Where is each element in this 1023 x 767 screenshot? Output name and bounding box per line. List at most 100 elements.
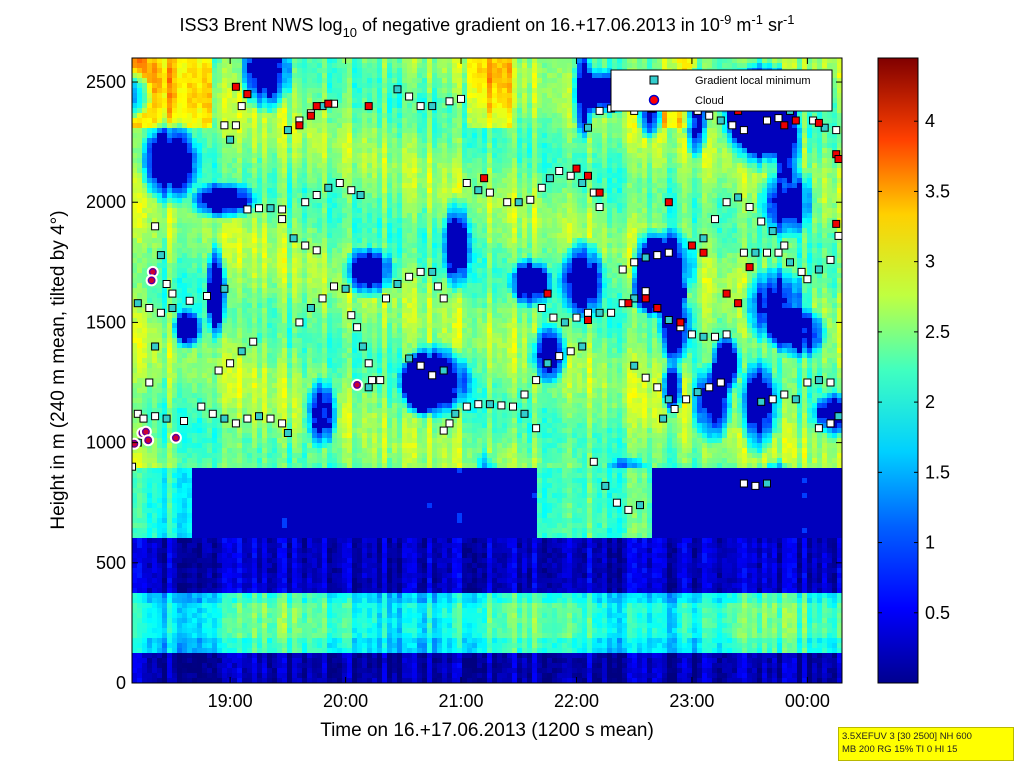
minimum-marker-high [312, 102, 321, 111]
minimum-marker [595, 106, 604, 115]
minimum-marker [532, 424, 541, 433]
minimum-marker [220, 284, 229, 293]
info-box: 3.5XEFUV 3 [30 2500] NH 600 MB 200 RG 15… [838, 727, 1014, 761]
minimum-marker [757, 217, 766, 226]
minimum-marker [208, 409, 217, 418]
minimum-marker [711, 215, 719, 224]
minimum-marker-high [722, 289, 731, 298]
minimum-marker [543, 359, 552, 368]
minimum-marker [295, 318, 304, 327]
x-tick-label: 23:00 [669, 691, 714, 711]
minimum-marker [231, 419, 240, 428]
minimum-marker [457, 94, 465, 103]
colorbar-tick-label: 0.5 [925, 603, 950, 623]
minimum-marker [145, 378, 154, 387]
minimum-marker [705, 383, 714, 392]
colorbar: 0.5 1 1.5 2 2.5 3 3.5 4 [877, 57, 950, 684]
minimum-marker [768, 227, 777, 236]
minimum-marker [601, 481, 610, 490]
minimum-marker [722, 330, 731, 339]
legend-box [610, 69, 833, 112]
minimum-marker [220, 121, 229, 130]
minimum-marker [266, 204, 275, 213]
minimum-marker [462, 402, 471, 411]
minimum-marker [509, 402, 517, 411]
y-tick-label: 1500 [86, 312, 126, 332]
colorbar-tick-label: 4 [925, 111, 935, 131]
minimum-marker [532, 376, 541, 385]
minimum-marker [203, 292, 211, 300]
minimum-marker-high [699, 248, 708, 257]
minimum-marker [711, 332, 719, 341]
minimum-marker [705, 111, 714, 120]
minimum-marker [578, 342, 587, 351]
heatmap [132, 58, 842, 683]
colorbar-tick-label: 2 [925, 392, 935, 412]
minimum-marker [514, 198, 523, 207]
minimum-marker [356, 191, 365, 199]
minimum-marker [185, 296, 194, 305]
minimum-marker [566, 171, 575, 180]
minimum-marker [133, 299, 142, 308]
minimum-marker [382, 294, 390, 303]
cloud-marker-core [172, 434, 180, 442]
minimum-marker [814, 424, 823, 433]
minimum-marker [618, 265, 627, 274]
minimum-marker [266, 414, 275, 423]
minimum-marker [364, 383, 373, 392]
minimum-marker [641, 287, 650, 296]
minimum-marker [814, 265, 823, 274]
minimum-marker [664, 248, 673, 257]
minimum-marker [237, 347, 246, 356]
minimum-marker [318, 294, 327, 303]
minimum-marker [797, 267, 806, 276]
minimum-marker [312, 191, 321, 199]
minimum-marker-high [306, 111, 315, 120]
minimum-marker [497, 401, 506, 410]
x-tick-label: 22:00 [554, 691, 599, 711]
minimum-marker [347, 311, 356, 320]
minimum-marker [578, 179, 587, 187]
minimum-marker [255, 412, 263, 421]
minimum-marker-high [745, 263, 754, 272]
minimum-marker [214, 366, 223, 375]
cloud-marker-core [144, 436, 152, 444]
colorbar-tick-label: 3.5 [925, 181, 950, 201]
minimum-marker [226, 135, 235, 144]
minimum-marker [416, 267, 425, 276]
minimum-marker [641, 373, 650, 382]
minimum-marker [405, 354, 414, 363]
minimum-marker [156, 251, 165, 260]
minimum-marker [151, 222, 160, 231]
minimum-marker [462, 179, 471, 187]
minimum-marker [780, 390, 789, 399]
minimum-marker [682, 395, 691, 404]
minimum-marker [226, 359, 235, 368]
minimum-marker [803, 378, 812, 387]
title-part-4: sr [763, 15, 783, 35]
y-tick-label: 0 [116, 673, 126, 693]
minimum-marker-high [641, 294, 650, 303]
minimum-marker [341, 284, 350, 293]
minimum-marker [278, 205, 287, 214]
minimum-marker [347, 186, 356, 195]
legend-marker-minimum [649, 75, 659, 85]
minimum-marker [133, 409, 142, 418]
minimum-marker [560, 318, 569, 327]
minimum-marker [716, 378, 725, 387]
minimum-marker [612, 498, 621, 507]
minimum-marker [368, 376, 377, 385]
x-axis-label: Time on 16.+17.06.2013 (1200 s mean) [320, 720, 654, 741]
minimum-marker [803, 275, 812, 284]
plot-frame [131, 57, 843, 684]
minimum-marker [826, 255, 835, 264]
minimum-marker [584, 123, 592, 132]
minimum-marker [451, 409, 460, 418]
minimum-marker [439, 294, 448, 303]
minimum-marker [774, 248, 783, 257]
minimum-marker [416, 361, 425, 370]
x-tick-label: 00:00 [785, 691, 830, 711]
minimum-marker [555, 352, 564, 361]
minimum-marker [537, 183, 546, 192]
